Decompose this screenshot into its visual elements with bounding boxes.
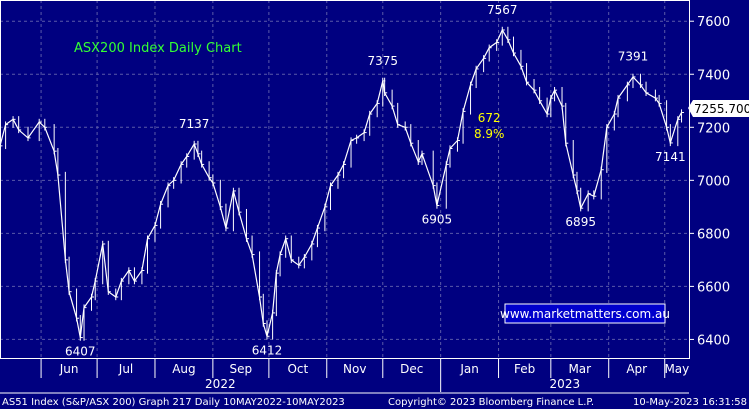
last-price-label: 7255.700 [694,102,749,116]
x-tick-label: Jun [59,362,79,376]
y-tick-label: 6400 [697,333,730,348]
footer: AS51 Index (S&P/ASX 200) Graph 217 Daily… [2,397,747,408]
y-tick-label: 7000 [697,174,730,189]
x-tick-label: Mar [568,362,591,376]
annotation-label: 8.9% [474,127,505,141]
price-annotations: 6407 7137 6412 7375 6905 7567 672 8.9% 6895 7391 7… [65,3,686,359]
x-tick-label: Oct [287,362,308,376]
annotation-label: 6407 [65,345,96,359]
annotation-label: 672 [478,111,501,125]
watermark-box [504,303,666,324]
annotation-label: 7375 [368,54,399,68]
x-tick-label: Sep [230,362,253,376]
y-tick-label: 6600 [697,280,730,295]
x-tick-label: May [664,362,689,376]
year-label: 2022 [205,377,236,391]
footer-right: 10-May-2023 16:31:58 [633,397,747,408]
annotation-label: 7141 [655,150,686,164]
x-tick-label: Jul [118,362,133,376]
price-series [0,26,685,341]
footer-left: AS51 Index (S&P/ASX 200) Graph 217 Daily… [2,397,345,408]
annotation-label: 7391 [618,50,649,64]
y-tick-label: 7400 [697,68,730,83]
x-tick-label: Nov [343,362,366,376]
annotation-label: 7137 [179,117,210,131]
grid-lines [0,0,689,358]
last-price-marker: 7255.700 [688,100,749,117]
last-price-pointer [688,100,749,117]
y-tick-label: 7200 [697,121,730,136]
y-tick-label: 7600 [697,15,730,30]
footer-center: Copyright© 2023 Bloomberg Finance L.P. [388,397,594,408]
annotation-label: 6905 [422,213,453,227]
annotation-label: 7567 [487,3,518,17]
x-tick-label: Feb [514,362,535,376]
price-line [0,28,683,339]
x-tick-label: Apr [626,362,647,376]
year-label: 2023 [550,377,581,391]
x-tick-label: Aug [172,362,195,376]
y-tick-label: 6800 [697,227,730,242]
watermark-text: www.marketmatters.com.au [500,307,670,321]
x-tick-label: Dec [400,362,423,376]
x-axis: Jun Jul Aug Sep Oct Nov Dec Jan Feb Mar Apr May 2022… [0,358,689,394]
chart-title: ASX200 Index Daily Chart [74,41,242,56]
plot-border [0,0,690,359]
y-axis: 7600 7400 7200 7000 6800 6600 6400 [689,15,730,348]
annotation-label: 6412 [252,343,283,357]
annotation-label: 6895 [565,215,596,229]
x-tick-label: Jan [459,362,479,376]
watermark: www.marketmatters.com.au [500,303,670,324]
